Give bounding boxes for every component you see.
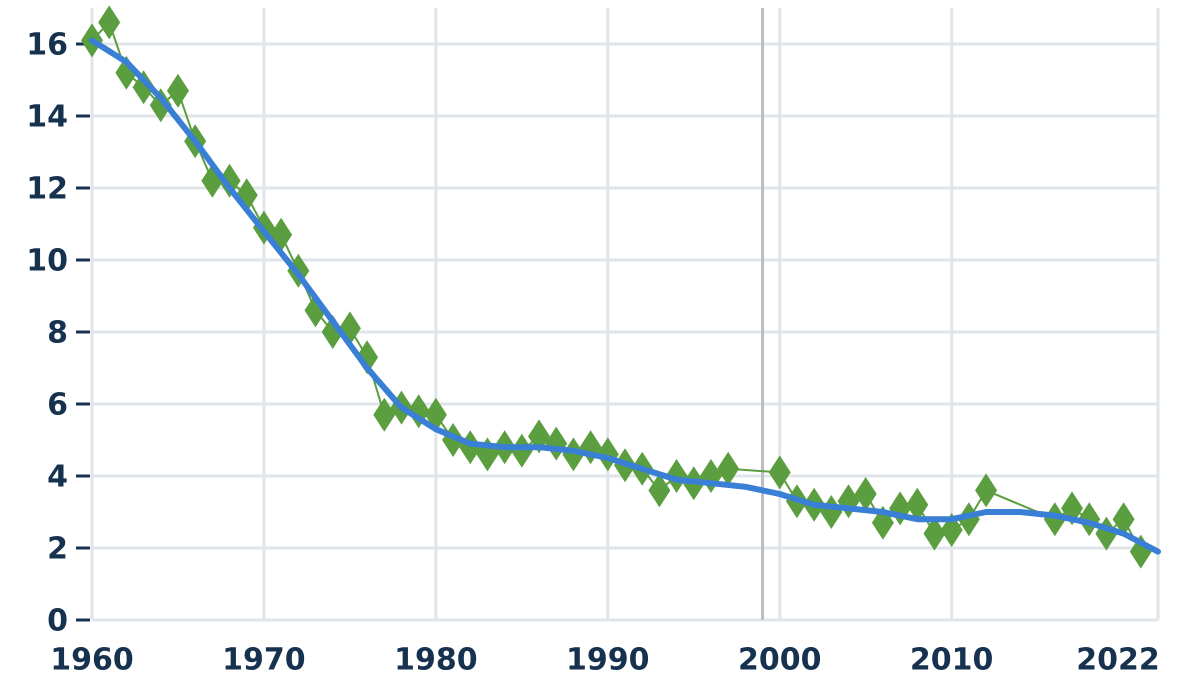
y-tick-label: 2 xyxy=(47,532,68,567)
diamond-marker xyxy=(906,487,929,522)
x-tick-label: 1990 xyxy=(566,643,650,678)
diamond-marker xyxy=(510,433,533,468)
y-tick-label: 12 xyxy=(26,172,68,207)
x-tick-label: 2010 xyxy=(910,643,994,678)
diamond-marker xyxy=(923,516,946,551)
diamond-marker xyxy=(768,455,791,490)
y-tick-label: 8 xyxy=(47,316,68,351)
diamond-marker xyxy=(356,340,379,375)
diamond-marker xyxy=(373,397,396,432)
diamond-marker xyxy=(149,88,172,123)
y-tick-label: 16 xyxy=(26,28,68,63)
diamond-marker xyxy=(579,430,602,465)
y-tick-label: 6 xyxy=(47,388,68,423)
diamond-marker xyxy=(1061,491,1084,526)
diamond-marker xyxy=(1043,502,1066,537)
x-tick-label: 1970 xyxy=(222,643,306,678)
x-tick-label: 2000 xyxy=(738,643,822,678)
x-tick-label: 1980 xyxy=(394,643,478,678)
diamond-marker xyxy=(854,477,877,511)
y-tick-label: 4 xyxy=(47,460,68,495)
diamond-marker xyxy=(1078,502,1101,537)
diamond-marker xyxy=(321,315,344,349)
diamond-marker xyxy=(889,491,912,526)
diamond-marker xyxy=(717,451,740,486)
x-tick-label: 1960 xyxy=(50,643,134,678)
diamond-marker xyxy=(166,73,189,108)
diamond-marker xyxy=(562,437,585,472)
diamond-marker xyxy=(132,70,155,105)
x-tick-label: 2022 xyxy=(1076,643,1160,678)
diamond-marker xyxy=(665,459,688,493)
diamond-marker xyxy=(1112,502,1135,537)
diamond-marker xyxy=(648,473,671,508)
diamond-marker xyxy=(699,459,722,493)
diamond-marker xyxy=(218,163,241,198)
diamond-marker xyxy=(975,473,998,508)
y-tick-label: 0 xyxy=(47,604,68,639)
diamond-marker xyxy=(957,502,980,537)
diamond-marker xyxy=(596,437,619,472)
diamond-marker xyxy=(98,5,121,40)
y-tick-label: 10 xyxy=(26,244,68,279)
series-line xyxy=(91,20,1142,553)
y-tick-label: 14 xyxy=(26,100,68,135)
trend-line xyxy=(89,37,1161,555)
